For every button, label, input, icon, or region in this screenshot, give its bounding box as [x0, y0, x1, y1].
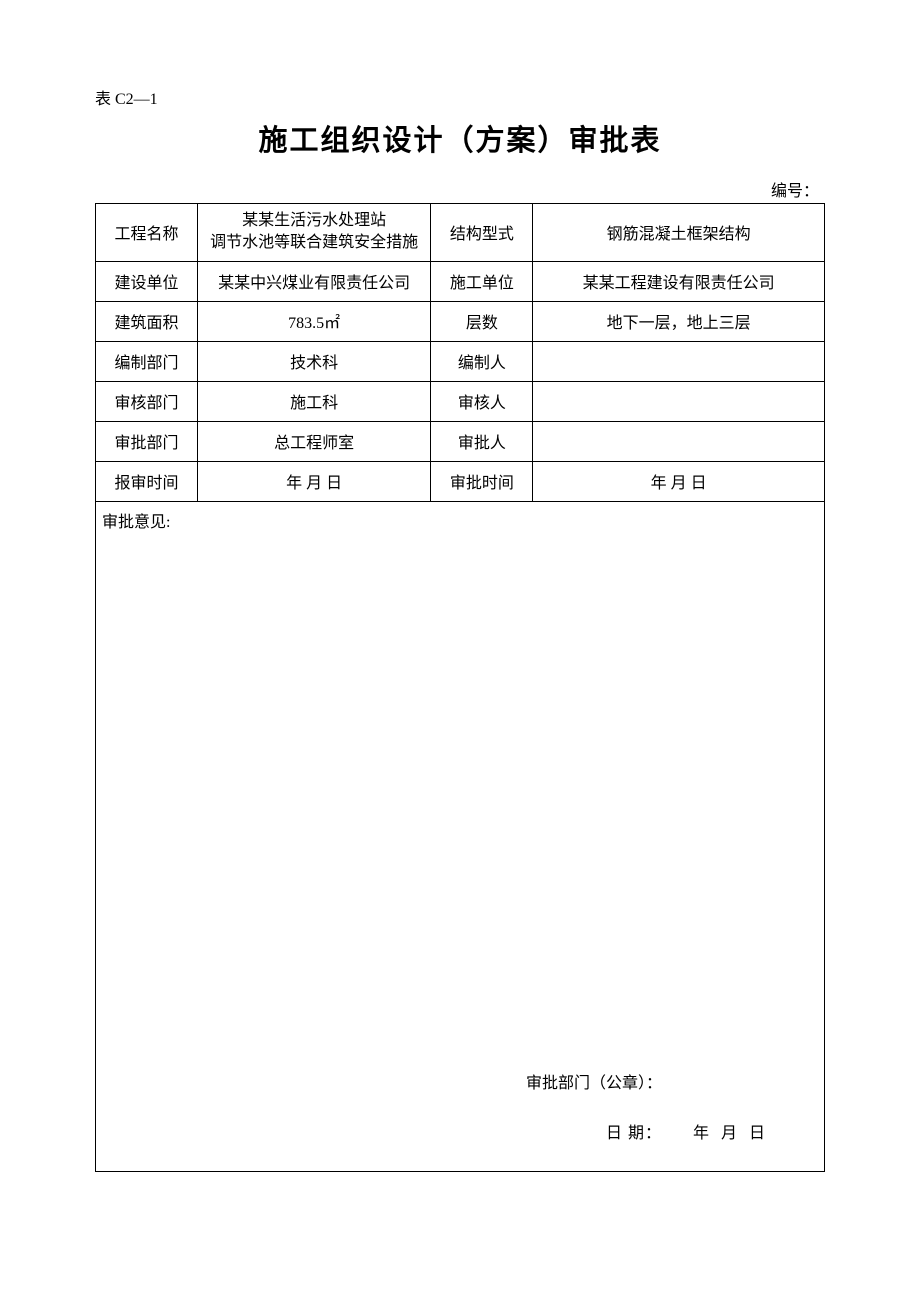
cell-label-drafter: 编制人 — [431, 341, 533, 381]
date-row: 日 期： 年 月 日 — [606, 1119, 769, 1143]
table-row: 审批部门 总工程师室 审批人 — [96, 421, 825, 461]
cell-value-area: 783.5㎡ — [198, 301, 431, 341]
serial-number-label: 编号： — [95, 177, 825, 201]
table-row: 编制部门 技术科 编制人 — [96, 341, 825, 381]
cell-text-line: 调节水池等联合建筑安全措施 — [210, 234, 418, 251]
date-label-text: 日 期： — [606, 1125, 662, 1142]
cell-value-review-dept: 施工科 — [198, 381, 431, 421]
cell-value-drafter — [533, 341, 825, 381]
cell-value-contractor: 某某工程建设有限责任公司 — [533, 261, 825, 301]
cell-value-submit-time: 年 月 日 — [198, 461, 431, 501]
cell-label-submit-time: 报审时间 — [96, 461, 198, 501]
table-row: 工程名称 某某生活污水处理站 调节水池等联合建筑安全措施 结构型式 钢筋混凝土框… — [96, 204, 825, 262]
cell-label-approve-time: 审批时间 — [431, 461, 533, 501]
cell-label-contractor: 施工单位 — [431, 261, 533, 301]
cell-value-approver — [533, 421, 825, 461]
page-title: 施工组织设计（方案）审批表 — [95, 117, 825, 159]
table-row: 建设单位 某某中兴煤业有限责任公司 施工单位 某某工程建设有限责任公司 — [96, 261, 825, 301]
cell-value-reviewer — [533, 381, 825, 421]
cell-value-construction-unit: 某某中兴煤业有限责任公司 — [198, 261, 431, 301]
approval-form-table: 工程名称 某某生活污水处理站 调节水池等联合建筑安全措施 结构型式 钢筋混凝土框… — [95, 203, 825, 502]
cell-value-project-name: 某某生活污水处理站 调节水池等联合建筑安全措施 — [198, 204, 431, 262]
cell-value-draft-dept: 技术科 — [198, 341, 431, 381]
cell-label-structure-type: 结构型式 — [431, 204, 533, 262]
cell-value-approve-time: 年 月 日 — [533, 461, 825, 501]
cell-value-floors: 地下一层，地上三层 — [533, 301, 825, 341]
table-row: 审核部门 施工科 审核人 — [96, 381, 825, 421]
cell-value-structure-type: 钢筋混凝土框架结构 — [533, 204, 825, 262]
cell-label-draft-dept: 编制部门 — [96, 341, 198, 381]
cell-value-approve-dept: 总工程师室 — [198, 421, 431, 461]
stamp-label: 审批部门（公章）： — [526, 1069, 662, 1093]
table-code: 表 C2—1 — [95, 85, 825, 109]
cell-label-review-dept: 审核部门 — [96, 381, 198, 421]
cell-label-approve-dept: 审批部门 — [96, 421, 198, 461]
cell-label-reviewer: 审核人 — [431, 381, 533, 421]
cell-label-construction-unit: 建设单位 — [96, 261, 198, 301]
cell-label-area: 建筑面积 — [96, 301, 198, 341]
date-value: 年 月 日 — [693, 1125, 769, 1142]
cell-label-project-name: 工程名称 — [96, 204, 198, 262]
cell-label-floors: 层数 — [431, 301, 533, 341]
cell-text-line: 某某生活污水处理站 — [242, 212, 386, 229]
comments-section: 审批意见: 审批部门（公章）： 日 期： 年 月 日 — [95, 502, 825, 1172]
cell-label-approver: 审批人 — [431, 421, 533, 461]
table-row: 报审时间 年 月 日 审批时间 年 月 日 — [96, 461, 825, 501]
comments-label: 审批意见: — [102, 508, 170, 532]
table-row: 建筑面积 783.5㎡ 层数 地下一层，地上三层 — [96, 301, 825, 341]
